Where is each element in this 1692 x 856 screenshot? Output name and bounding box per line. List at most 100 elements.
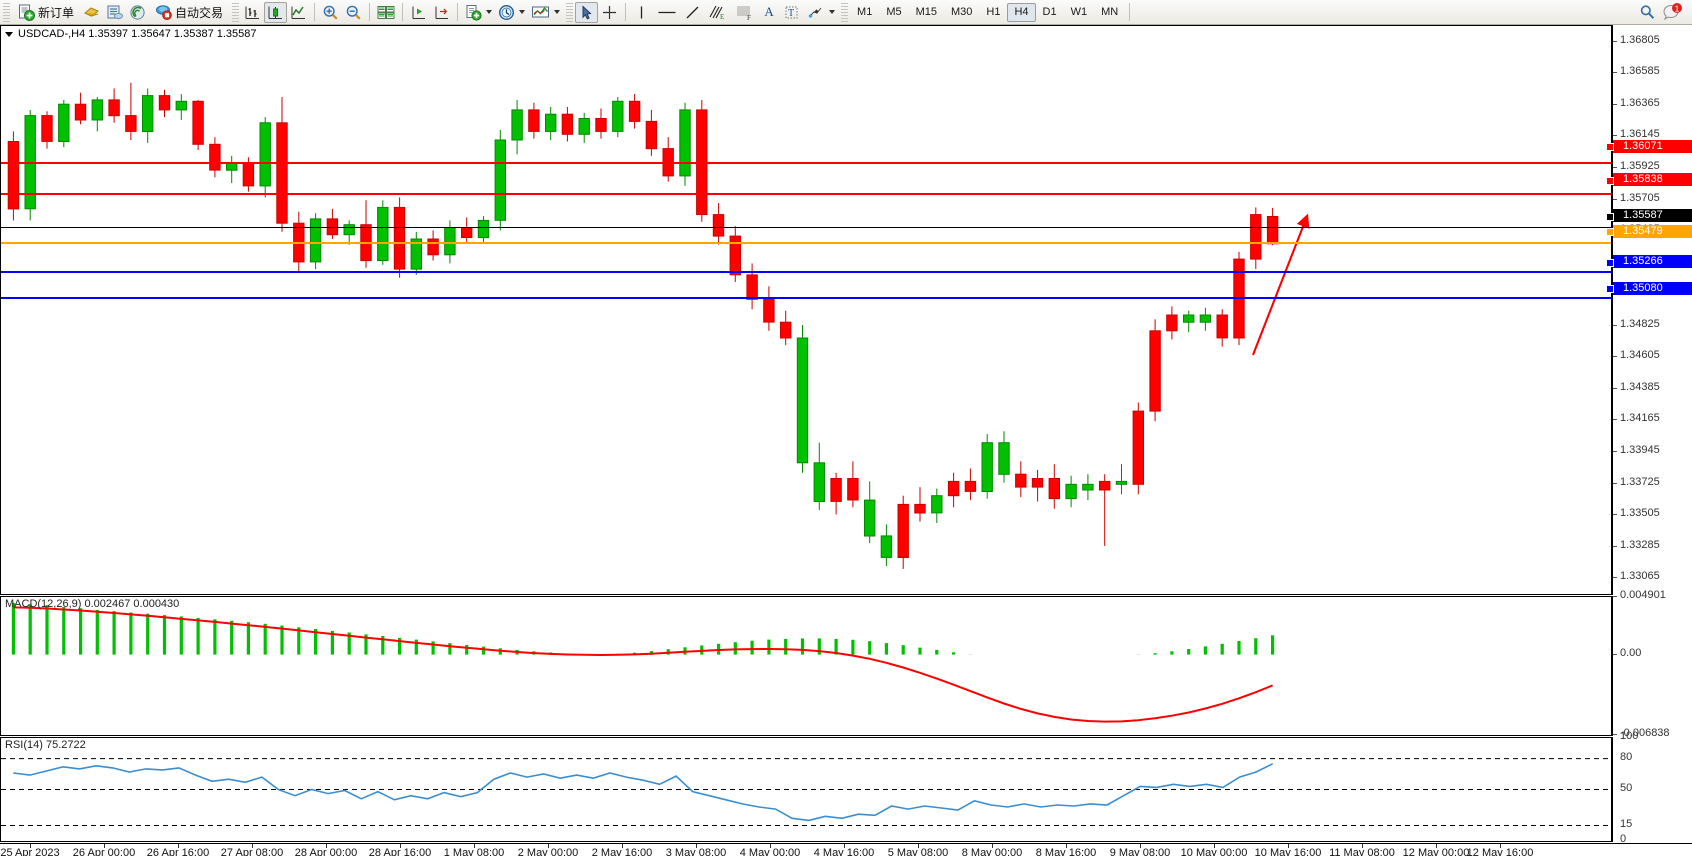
notifications-button[interactable]: 1	[1659, 2, 1686, 23]
support-1-label[interactable]: 1.35266	[1613, 255, 1692, 268]
last-price-label-handle[interactable]	[1606, 212, 1614, 221]
candlestick-chart-button[interactable]	[264, 1, 288, 23]
time-tick-label-20: 12 May 16:00	[1466, 847, 1534, 856]
support-line-2[interactable]	[1, 297, 1611, 299]
support-line-1[interactable]	[1, 271, 1611, 273]
macd-axis[interactable]: 0.004901 0.00 -0.006838	[1612, 589, 1692, 739]
timeframe-m15[interactable]: M15	[915, 6, 937, 18]
period-button[interactable]	[495, 2, 528, 23]
support-2-label-handle[interactable]	[1606, 285, 1614, 294]
last-price-line[interactable]	[1, 227, 1611, 228]
vertical-line-button[interactable]	[630, 2, 653, 23]
timeframe-m1[interactable]: M1	[857, 6, 873, 18]
toolbar-grip-3[interactable]	[566, 2, 574, 22]
last-price-label[interactable]: 1.35587	[1613, 209, 1692, 222]
chevron-down-icon-2[interactable]	[519, 10, 526, 14]
chart-menu-caret-icon[interactable]	[5, 31, 13, 37]
chevron-down-icon-4[interactable]	[829, 10, 836, 14]
pivot-label-handle[interactable]	[1606, 228, 1614, 236]
objects-list-button[interactable]	[803, 2, 838, 23]
search-button[interactable]	[1636, 2, 1659, 23]
timeframe-m30[interactable]: M30	[951, 6, 973, 18]
candle	[58, 99, 70, 148]
support-2-label[interactable]: 1.35080	[1613, 281, 1692, 295]
fibonacci-retracement-button[interactable]: F	[731, 2, 758, 23]
timeframe-h4[interactable]: H4	[1007, 2, 1036, 22]
candle	[427, 230, 439, 261]
time-tick-label-5: 28 Apr 16:00	[368, 847, 432, 856]
trendline-button[interactable]	[681, 2, 704, 23]
chevron-down-icon-3[interactable]	[554, 10, 561, 14]
toolbar-grip-4[interactable]	[841, 2, 849, 22]
timeframe-mn[interactable]: MN	[1101, 6, 1119, 18]
support-1-label-handle[interactable]	[1606, 258, 1614, 267]
data-window-button[interactable]	[103, 2, 126, 23]
zoom-out-button[interactable]	[342, 2, 365, 23]
expert-advisors-button[interactable]	[80, 2, 103, 23]
candle	[175, 94, 188, 120]
bullish-arrow[interactable]	[1252, 213, 1310, 356]
time-tick-mark-19	[1436, 844, 1437, 848]
resistance-1-label[interactable]: 1.35838	[1613, 173, 1692, 186]
chart-shift-button[interactable]	[430, 2, 453, 23]
horizontal-line-button[interactable]	[653, 2, 681, 23]
time-tick-mark-20	[1500, 844, 1501, 848]
signals-button[interactable]	[126, 2, 149, 23]
candle	[578, 112, 590, 143]
auto-trading-button[interactable]: 自动交易	[149, 2, 229, 23]
tile-windows-button[interactable]	[374, 2, 398, 23]
toolbar-grip-2[interactable]	[232, 2, 240, 22]
timeframe-d1[interactable]: D1	[1042, 6, 1057, 18]
zoom-in-button[interactable]	[319, 2, 342, 23]
auto-scroll-button[interactable]	[407, 2, 430, 23]
pivot-line[interactable]	[1, 242, 1611, 244]
text-label-button[interactable]: T	[780, 2, 803, 23]
zoom-out-icon	[346, 5, 361, 20]
price-tick-dash-5	[1613, 198, 1617, 200]
templates-button[interactable]	[528, 2, 563, 23]
time-tick-label-11: 4 May 16:00	[813, 847, 875, 856]
resistance-2-label-handle[interactable]	[1606, 143, 1614, 152]
timeframe-h1[interactable]: H1	[986, 6, 1001, 18]
resistance-2-label[interactable]: 1.36071	[1613, 139, 1692, 153]
new-order-button[interactable]: 新订单	[12, 2, 80, 23]
toolbar-separator-6	[1129, 3, 1131, 21]
macd-pane[interactable]: MACD(12,26,9) 0.002467 0.000430	[0, 596, 1612, 736]
pivot-label[interactable]: 1.35479	[1613, 224, 1692, 238]
cursor-button[interactable]	[575, 1, 599, 23]
resistance-1-label-handle[interactable]	[1606, 176, 1614, 185]
candle	[1166, 306, 1178, 340]
toolbar-grip[interactable]	[3, 2, 10, 22]
auto-trading-icon	[156, 4, 172, 20]
price-pane[interactable]: USDCAD-,H4 1.35397 1.35647 1.35387 1.355…	[0, 25, 1612, 595]
candle	[1031, 469, 1044, 502]
rsi-axis[interactable]: 100 80 50 15 0	[1612, 730, 1692, 845]
timeframe-m5[interactable]: M5	[886, 6, 902, 18]
resistance-line-2[interactable]	[1, 162, 1611, 164]
price-tick-dash-11	[1613, 387, 1617, 389]
timeframe-w1[interactable]: W1	[1070, 6, 1088, 18]
price-axis[interactable]: 1.36805 1.36585 1.36365 1.36145 1.35925 1.357…	[1606, 25, 1692, 595]
text-button[interactable]: A	[758, 2, 780, 23]
chevron-down-icon[interactable]	[486, 10, 493, 14]
add-indicator-button[interactable]	[462, 2, 495, 23]
price-tick-dash-4	[1613, 167, 1617, 168]
candle	[880, 524, 893, 566]
price-tick-label-16: 1.33285	[1620, 538, 1660, 551]
candle	[830, 472, 842, 515]
rsi-title: RSI(14) 75.2722	[5, 739, 86, 751]
candle	[393, 197, 406, 278]
line-chart-button[interactable]	[287, 2, 310, 23]
resistance-line-1[interactable]	[1, 193, 1611, 195]
time-tick-mark-8	[622, 844, 623, 848]
rsi-pane[interactable]: RSI(14) 75.2722	[0, 737, 1612, 842]
candle	[192, 99, 204, 151]
crosshair-button[interactable]	[598, 2, 621, 23]
time-tick-mark-14	[1066, 844, 1067, 848]
bar-chart-icon	[245, 6, 260, 19]
equidistant-channel-button[interactable]: E	[704, 2, 731, 23]
candle	[679, 102, 691, 186]
time-axis[interactable]: 25 Apr 2023 26 Apr 00:00 26 Apr 16:00 27 Ap…	[0, 843, 1692, 856]
chart-area[interactable]: USDCAD-,H4 1.35397 1.35647 1.35387 1.355…	[0, 25, 1692, 856]
bar-chart-button[interactable]	[241, 2, 264, 23]
